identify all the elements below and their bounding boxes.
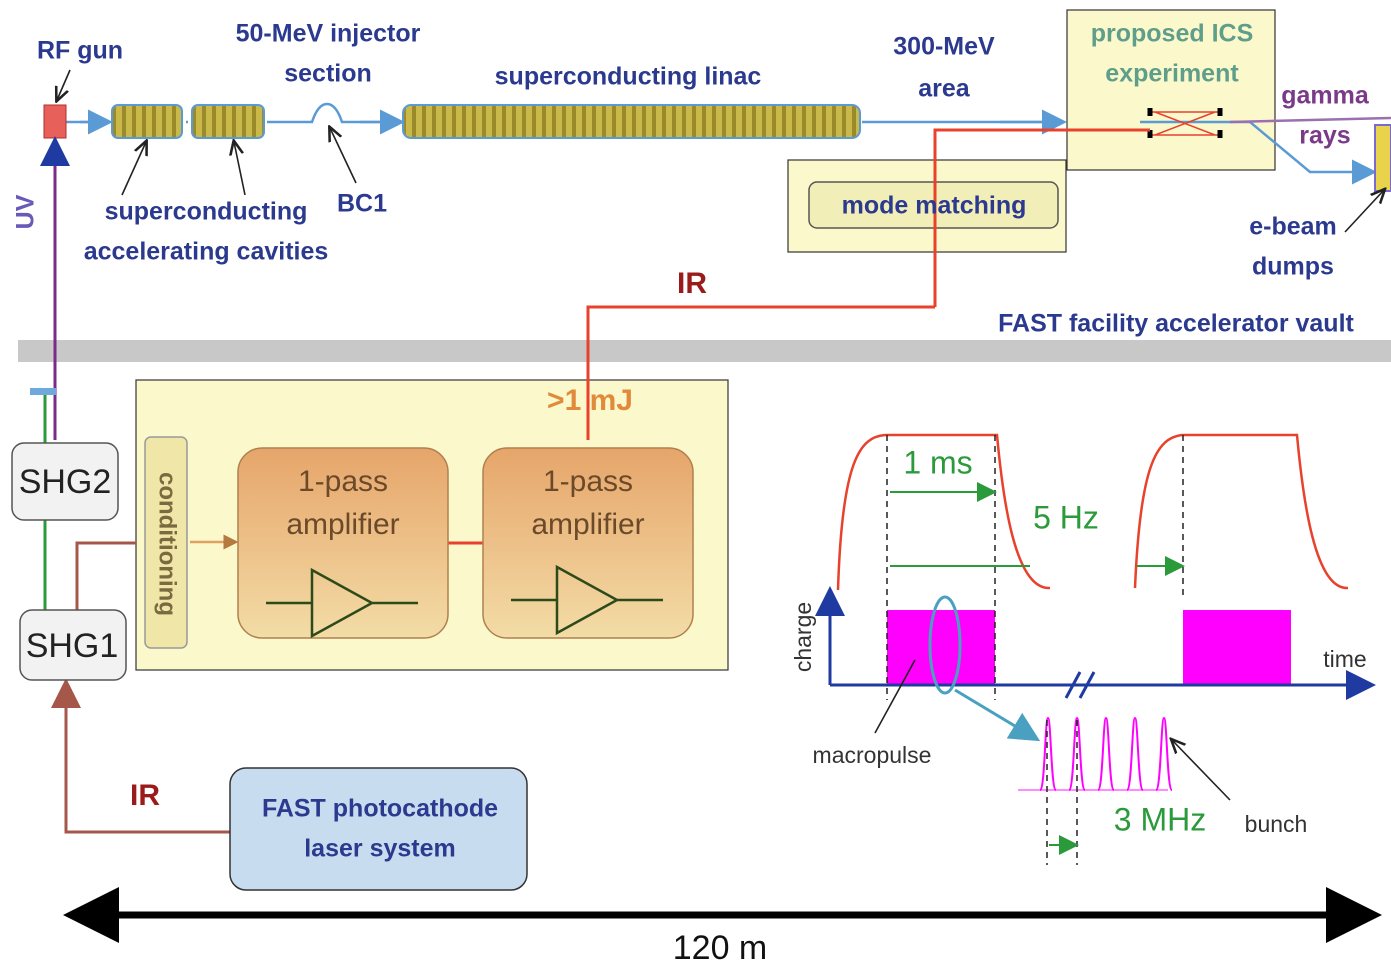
- label: 5 Hz: [1033, 499, 1099, 535]
- pointer: [234, 142, 246, 196]
- label: amplifier: [531, 508, 644, 541]
- cavity: [111, 104, 183, 139]
- label: accelerating cavities: [84, 238, 329, 266]
- zoom-arrow: [954, 688, 1041, 742]
- timing: 1 ms 5 Hz charge time macropulse 3 MHz b…: [790, 433, 1376, 865]
- label: mode matching: [842, 192, 1027, 220]
- laser: >1 mJ SHG2 SHG1 conditioning 1-pass ampl…: [11, 136, 935, 891]
- label: time: [1323, 646, 1366, 672]
- label: RF gun: [37, 37, 123, 65]
- amp-symbol: [511, 564, 663, 636]
- label: bunch: [1245, 811, 1308, 837]
- ir-line: [586, 305, 935, 440]
- amp-box: [237, 447, 449, 639]
- label: 3 MHz: [1114, 801, 1206, 837]
- ir-feed: [75, 541, 136, 610]
- label: experiment: [1105, 60, 1239, 88]
- pointer: [330, 128, 357, 184]
- label: 300-MeV: [893, 33, 995, 61]
- amp-symbol: [266, 567, 418, 639]
- ics-cavity: [1150, 111, 1218, 136]
- label: >1 mJ: [547, 384, 633, 417]
- bunches: [1039, 716, 1173, 791]
- label: macropulse: [813, 742, 932, 768]
- label: conditioning: [154, 472, 181, 616]
- macropulse: [1183, 610, 1291, 685]
- label: rays: [1299, 122, 1350, 150]
- mirror: [30, 388, 56, 395]
- label: charge: [790, 602, 816, 672]
- label: UV: [12, 194, 40, 229]
- macropulse: [887, 610, 995, 685]
- pointer: [57, 69, 71, 100]
- ics-box: [1066, 9, 1276, 171]
- source-box: [229, 767, 528, 891]
- label: 1 ms: [903, 444, 972, 480]
- label: superconducting linac: [495, 63, 762, 91]
- label: 1-pass: [298, 465, 388, 498]
- label: superconducting: [105, 198, 308, 226]
- pointer: [121, 142, 146, 196]
- amp-box: [482, 447, 694, 639]
- label: area: [918, 75, 971, 103]
- label: e-beam: [1249, 213, 1337, 241]
- ics-mirror: [1147, 108, 1223, 138]
- pointer: [874, 659, 916, 734]
- gamma-line: [1229, 116, 1391, 124]
- label: FAST facility accelerator vault: [998, 310, 1354, 338]
- label: FAST photocathode: [262, 795, 498, 823]
- label: proposed ICS: [1091, 20, 1254, 48]
- dash: [1046, 720, 1078, 865]
- shg2-box: [11, 442, 119, 521]
- label: laser system: [304, 835, 456, 863]
- linac: [402, 104, 861, 139]
- ir-line: [933, 128, 1150, 307]
- label: dumps: [1252, 253, 1334, 281]
- label: 1-pass: [543, 465, 633, 498]
- label: SHG1: [26, 627, 119, 665]
- scale: 120 m: [63, 887, 1382, 967]
- zoom-ring: [928, 595, 962, 695]
- vault-wall: [18, 340, 1391, 362]
- pointer: [1344, 190, 1384, 233]
- axis-break: [1064, 671, 1096, 699]
- label: amplifier: [286, 508, 399, 541]
- beamline: RF gun 50-MeV injector section supercond…: [12, 9, 1391, 362]
- conditioning-box: [144, 436, 188, 649]
- label: IR: [677, 267, 707, 300]
- label: BC1: [337, 190, 387, 218]
- ir-feed: [51, 678, 230, 834]
- cavity: [191, 104, 265, 139]
- label: IR: [130, 779, 160, 812]
- shg1-box: [19, 609, 127, 681]
- label: SHG2: [19, 463, 112, 501]
- label: gamma: [1281, 82, 1370, 110]
- dump: [1374, 124, 1391, 192]
- scale-label: 120 m: [673, 929, 768, 967]
- envelope: [1133, 433, 1349, 590]
- beam-dump-line: [1140, 120, 1377, 185]
- label: section: [284, 60, 372, 88]
- rf-gun: [43, 104, 67, 139]
- label: 50-MeV injector: [236, 20, 421, 48]
- pointer: [1172, 740, 1231, 801]
